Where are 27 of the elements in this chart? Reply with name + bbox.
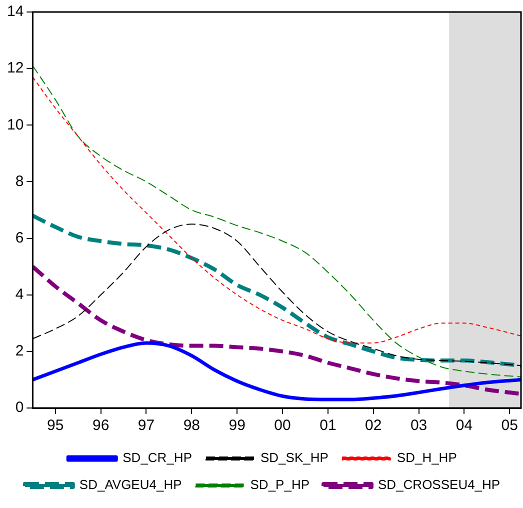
y-tick-label: 2 (15, 342, 24, 360)
y-tick-label: 12 (6, 60, 24, 77)
y-tick-label: 0 (15, 399, 24, 416)
x-tick-label: 03 (410, 417, 428, 434)
x-tick-label: 98 (183, 417, 200, 434)
legend-label: SD_P_HP (250, 477, 310, 492)
x-tick-label: 04 (456, 417, 473, 434)
legend-label: SD_H_HP (396, 450, 457, 466)
x-tick-label: 95 (47, 417, 64, 434)
x-tick-label: 97 (138, 417, 155, 434)
legend-label: SD_CR_HP (122, 450, 192, 466)
y-tick-label: 6 (15, 229, 24, 246)
y-tick-label: 10 (6, 116, 24, 134)
x-tick-label: 05 (501, 417, 518, 434)
line-series (32, 264, 521, 396)
legend-label: SD_CROSSEU4_HP (378, 477, 500, 492)
y-tick-label: 14 (6, 3, 24, 20)
y-tick-label: 4 (15, 286, 24, 303)
x-tick-label: 99 (228, 417, 246, 434)
legend-label: SD_SK_HP (260, 450, 328, 466)
line-series (32, 341, 521, 402)
legend-label: SD_AVGEU4_HP (79, 477, 182, 492)
x-tick-label: 02 (365, 417, 382, 434)
x-tick-label: 01 (320, 417, 336, 434)
x-tick-label: 96 (92, 417, 110, 434)
y-tick-label: 8 (15, 172, 24, 190)
x-tick-label: 00 (274, 417, 291, 434)
